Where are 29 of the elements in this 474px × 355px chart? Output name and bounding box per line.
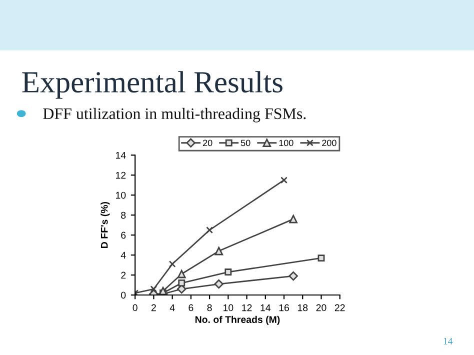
x-tick-label: 6 xyxy=(188,304,194,312)
legend-label: 200 xyxy=(322,140,336,146)
x-tick-label: 22 xyxy=(334,304,345,312)
y-tick-label: 0 xyxy=(121,292,126,299)
x-tick-label: 10 xyxy=(224,304,234,312)
y-axis-title: D FF's (%) xyxy=(100,202,110,248)
y-tick-label: 10 xyxy=(116,192,126,199)
y-tick-label: 8 xyxy=(121,212,126,219)
y-tick-label: 14 xyxy=(116,152,126,159)
chart-subtitle: DFF utilization in multi-threading FSMs. xyxy=(43,108,306,122)
y-tick-label: 2 xyxy=(121,272,126,279)
legend-label: 20 xyxy=(203,140,212,146)
x-tick-label: 8 xyxy=(207,304,212,312)
x-tick-label: 16 xyxy=(279,304,289,312)
y-tick-label: 6 xyxy=(121,232,126,239)
x-tick-label: 4 xyxy=(170,304,175,312)
legend-label: 50 xyxy=(240,140,250,146)
legend-label: 100 xyxy=(279,140,294,146)
x-tick-label: 0 xyxy=(132,304,138,312)
x-tick-label: 12 xyxy=(242,304,252,312)
y-tick-label: 4 xyxy=(120,252,126,259)
x-tick-label: 20 xyxy=(316,304,326,312)
y-tick-label: 12 xyxy=(116,172,126,179)
x-axis-title: No. of Threads (M) xyxy=(195,316,280,325)
x-tick-label: 18 xyxy=(298,304,308,312)
text: 14 xyxy=(444,338,453,344)
chart-title: Experimental Results xyxy=(22,71,282,99)
x-tick-label: 14 xyxy=(260,304,271,312)
x-tick-label: 2 xyxy=(151,304,156,312)
